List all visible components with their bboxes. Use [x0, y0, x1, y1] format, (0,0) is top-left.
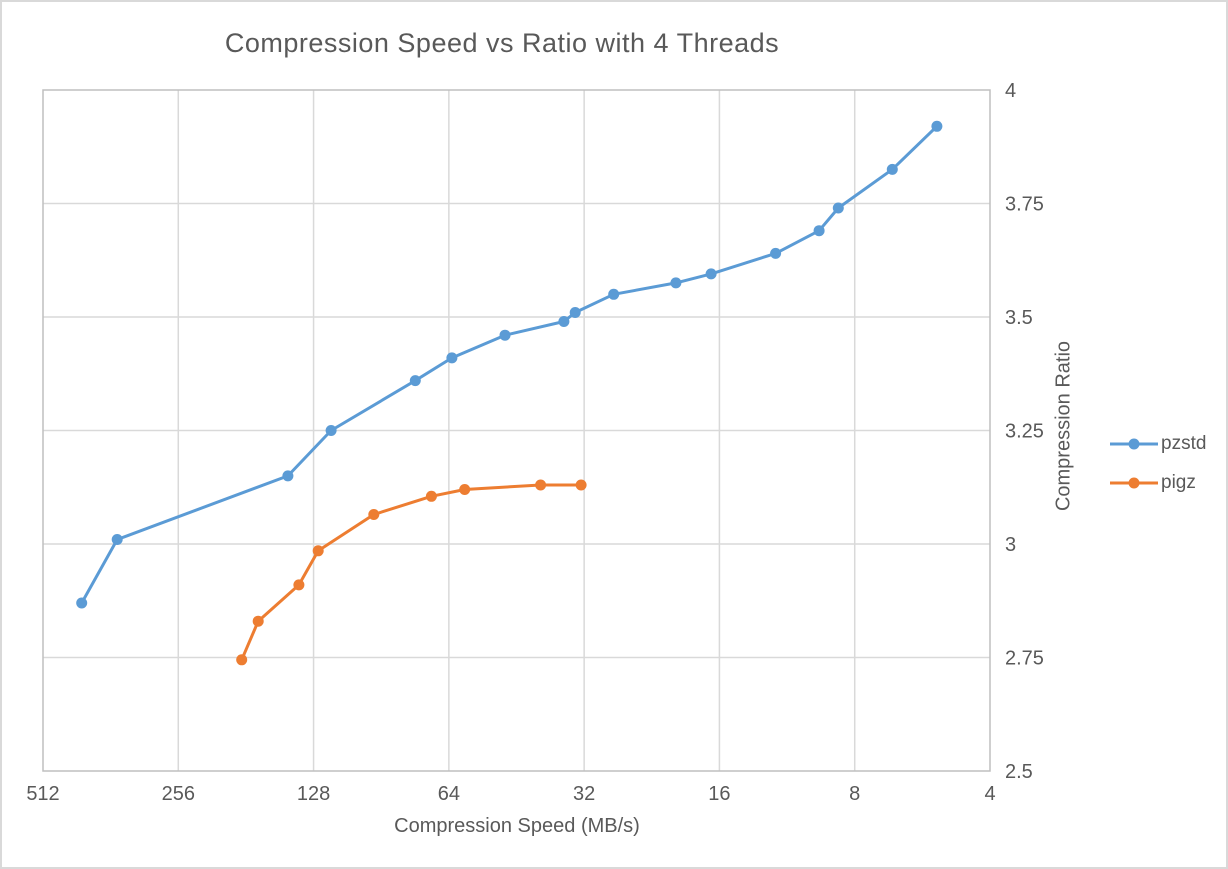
- data-point-pigz: [312, 545, 324, 557]
- data-point-pigz: [575, 479, 587, 491]
- data-point-pzstd: [499, 329, 511, 341]
- y-tick-label-2.75: 2.75: [1005, 648, 1044, 670]
- y-tick-label-3.5: 3.5: [1005, 307, 1033, 329]
- y-axis-title: Compression Ratio: [1052, 340, 1075, 512]
- data-point-pzstd: [608, 288, 620, 300]
- y-tick-label-4: 4: [1005, 80, 1016, 102]
- data-point-pigz: [368, 509, 380, 520]
- data-point-pzstd: [832, 202, 844, 214]
- x-tick-label-4: 4: [984, 783, 995, 805]
- data-point-pzstd: [670, 277, 682, 289]
- y-tick-label-3.25: 3.25: [1005, 421, 1044, 443]
- legend-item-pzstd: pzstd: [1110, 433, 1206, 455]
- data-point-pzstd: [111, 534, 123, 545]
- plot-border: [42, 89, 991, 772]
- series-line-pigz: [240, 483, 583, 662]
- data-point-pzstd: [569, 307, 581, 318]
- data-point-pigz: [293, 579, 305, 591]
- x-tick-label-512: 512: [26, 783, 59, 805]
- x-axis-title: Compression Speed (MB/s): [394, 815, 640, 837]
- data-point-pzstd: [770, 247, 782, 259]
- y-tick-label-3: 3: [1005, 534, 1016, 556]
- data-point-pzstd: [76, 597, 88, 609]
- data-point-pzstd: [886, 163, 898, 175]
- data-point-pzstd: [813, 225, 825, 237]
- y-tick-label-3.75: 3.75: [1005, 194, 1044, 216]
- data-point-pzstd: [705, 268, 717, 280]
- data-point-pzstd: [325, 425, 337, 436]
- data-point-pigz: [236, 654, 248, 666]
- data-point-pzstd: [409, 375, 421, 387]
- series-line-pzstd: [80, 124, 939, 605]
- x-tick-label-64: 64: [438, 783, 460, 805]
- legend-label-pigz: pigz: [1161, 472, 1196, 493]
- legend-marker-pigz-icon: [1110, 477, 1158, 489]
- data-point-pzstd: [282, 470, 294, 482]
- data-point-pzstd: [931, 120, 943, 132]
- legend: pzstd pigz: [1110, 433, 1206, 494]
- x-tick-label-128: 128: [297, 783, 330, 805]
- y-tick-label-2.5: 2.5: [1005, 761, 1033, 783]
- data-point-pigz: [425, 490, 437, 502]
- x-tick-label-16: 16: [708, 783, 730, 805]
- data-point-pzstd: [558, 316, 570, 327]
- legend-marker-pzstd-icon: [1110, 438, 1158, 450]
- data-point-pigz: [459, 484, 471, 495]
- legend-item-pigz: pigz: [1110, 472, 1206, 494]
- data-point-pigz: [535, 479, 547, 491]
- chart-title: Compression Speed vs Ratio with 4 Thread…: [224, 28, 780, 58]
- x-tick-label-256: 256: [162, 783, 195, 805]
- data-point-pzstd: [446, 352, 458, 364]
- x-tick-label-8: 8: [849, 783, 860, 805]
- data-point-pigz: [252, 615, 264, 627]
- x-tick-label-32: 32: [573, 783, 595, 805]
- legend-label-pzstd: pzstd: [1161, 433, 1207, 454]
